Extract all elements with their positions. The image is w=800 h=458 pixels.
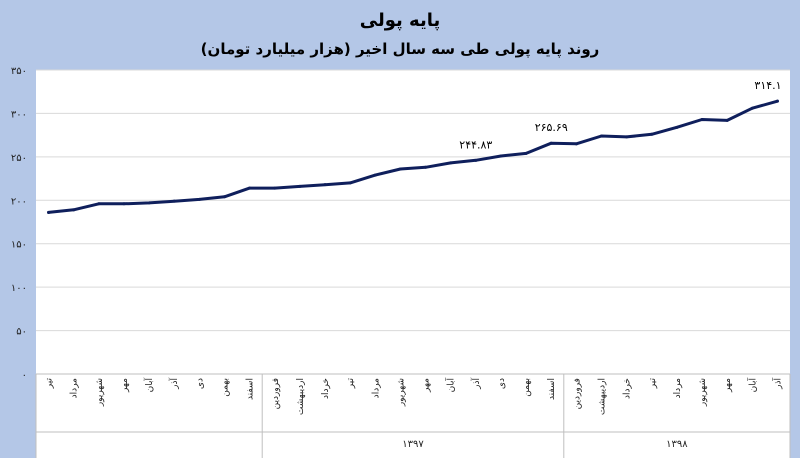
data-point	[775, 99, 779, 103]
data-point	[424, 165, 428, 169]
data-point	[248, 186, 252, 190]
data-point	[298, 184, 302, 188]
data-point	[524, 151, 528, 155]
x-tick-label: اسفند	[246, 378, 256, 400]
x-tick-label: شهریور	[95, 378, 105, 407]
data-point	[549, 141, 553, 145]
data-point	[122, 202, 126, 206]
chart-subtitle: روند پایه پولی طی سه سال اخیر (هزار میلی…	[201, 40, 600, 59]
data-label: ۲۶۵.۶۹	[535, 121, 568, 134]
y-tick-label: ۲۰۰	[11, 196, 27, 207]
data-point	[600, 134, 603, 138]
y-tick-label: ۱۵۰	[11, 240, 27, 251]
plot-area	[36, 70, 790, 458]
x-tick-label: خرداد	[623, 378, 633, 399]
x-tick-label: شهریور	[396, 378, 406, 407]
x-tick-label: مهر	[723, 378, 733, 393]
y-tick-label: ۰	[22, 370, 27, 381]
chart-title: پایه پولی	[360, 10, 440, 31]
data-point	[398, 167, 402, 171]
x-tick-label: تیر	[648, 378, 658, 390]
x-tick-label: دی	[497, 378, 507, 389]
data-point	[474, 158, 478, 162]
x-tick-label: بهمن	[522, 378, 532, 397]
y-tick-label: ۵۰	[16, 327, 27, 338]
x-tick-label: اسفند	[547, 378, 557, 400]
data-point	[197, 197, 201, 201]
data-point	[223, 195, 226, 199]
x-tick-label: مهر	[422, 378, 432, 393]
x-tick-label: مرداد	[673, 378, 683, 398]
x-tick-label: شهریور	[698, 378, 708, 407]
data-point	[700, 118, 704, 122]
data-label: ۳۱۴.۱	[754, 79, 781, 92]
x-tick-label: فروردین	[572, 378, 582, 409]
x-tick-label: آبان	[143, 378, 155, 393]
data-point	[172, 199, 176, 203]
x-tick-label: تیر	[45, 378, 55, 390]
x-tick-label: دی	[195, 378, 205, 389]
x-tick-label: اردیبهشت	[296, 378, 306, 415]
x-axis: تیر مرداد شهریور مهر آبان آذر دی بهمن اسفند فرورد…	[35, 373, 791, 458]
y-tick-label: ۱۰۰	[11, 283, 27, 294]
series-line	[47, 99, 779, 214]
y-tick-label: ۳۵۰	[11, 66, 27, 77]
data-point	[625, 135, 629, 139]
data-point	[348, 181, 352, 185]
data-point	[147, 201, 151, 205]
data-point	[449, 161, 453, 165]
data-point	[273, 186, 277, 190]
data-point	[675, 125, 679, 129]
y-tick-label: ۲۵۰	[11, 153, 27, 164]
x-tick-label: فروردین	[271, 378, 281, 409]
x-tick-label: اردیبهشت	[598, 378, 608, 415]
group-label: ۱۳۹۸	[666, 439, 688, 450]
group-label: ۱۳۹۷	[402, 439, 424, 450]
data-point	[499, 154, 503, 158]
data-point	[47, 210, 51, 214]
series-path	[47, 99, 779, 214]
data-point	[72, 208, 76, 212]
y-tick-label: ۳۰۰	[11, 109, 27, 120]
data-point	[574, 142, 578, 146]
x-tick-label: آبان	[445, 378, 457, 393]
data-labels: ۲۴۴.۸۳ ۲۶۵.۶۹ ۳۱۴.۱	[459, 79, 781, 151]
x-tick-label: بهمن	[221, 378, 231, 397]
data-point	[373, 173, 377, 177]
x-tick-label: خرداد	[321, 378, 331, 399]
data-point	[750, 106, 754, 110]
data-point	[650, 132, 654, 136]
x-tick-label: آذر	[168, 378, 180, 390]
x-tick-label: آذر	[771, 378, 783, 390]
x-tick-label: مهر	[120, 378, 130, 393]
data-label: ۲۴۴.۸۳	[459, 138, 492, 151]
data-point	[323, 183, 327, 187]
x-tick-label: تیر	[346, 378, 356, 390]
x-tick-label: مرداد	[70, 378, 80, 398]
data-point	[725, 118, 729, 122]
x-tick-label: آبان	[746, 378, 758, 393]
x-tick-label: آذر	[470, 378, 482, 390]
y-axis: ۰ ۵۰ ۱۰۰ ۱۵۰ ۲۰۰ ۲۵۰ ۳۰۰ ۳۵۰	[11, 66, 27, 381]
x-tick-label: مرداد	[371, 378, 381, 398]
data-point	[97, 202, 101, 206]
